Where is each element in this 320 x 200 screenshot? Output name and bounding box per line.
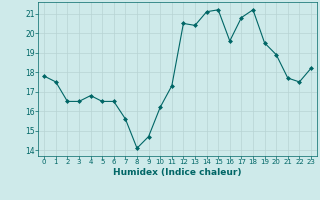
X-axis label: Humidex (Indice chaleur): Humidex (Indice chaleur) — [113, 168, 242, 177]
